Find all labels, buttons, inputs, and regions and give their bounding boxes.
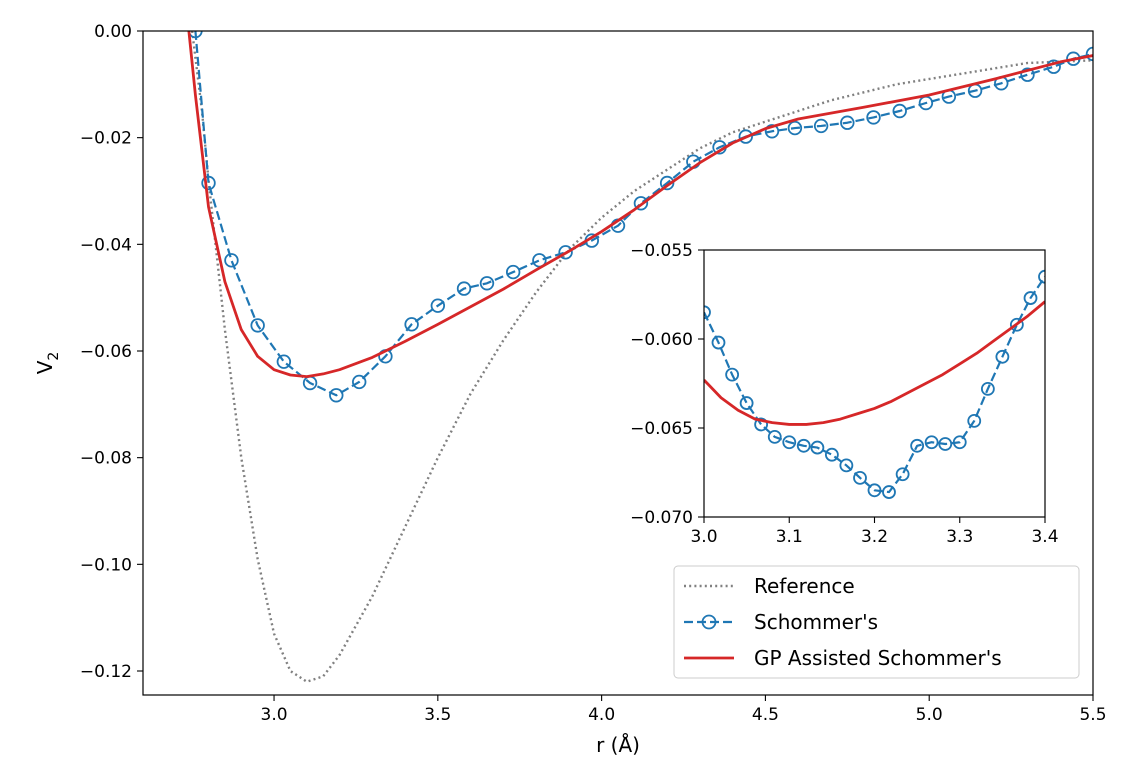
main-series-schommer-s-point (479, 276, 495, 291)
inset-ytick-label: −0.065 (630, 419, 693, 439)
x-axis-label: r (Å) (596, 733, 640, 757)
inset-series-schommer-s-point (1023, 291, 1038, 305)
inset-series-schommer-s-point (739, 396, 754, 410)
main-series-schommer-s-line (194, 31, 1093, 397)
inset-ytick-label: −0.070 (630, 508, 693, 528)
main-series-schommer-s-point (659, 175, 675, 191)
main-series-schommer-s-point (866, 110, 881, 125)
main-series-schommer-s-point (1020, 67, 1035, 82)
main-plot-area: 3.0 3.5 4.0 4.5 5.0 5.5 0.00 −0.02 −0.04 −0.06 −0.… (80, 22, 1107, 725)
inset-series-schommer-s-point (824, 447, 839, 462)
main-series-schommer-s-point (201, 175, 216, 191)
main-series-schommer-s-point (813, 118, 829, 134)
inset-series-schommer-s-point (839, 458, 854, 473)
inset-series-schommer-s-point (711, 335, 726, 350)
inset-series-schommer-s-point (725, 367, 740, 382)
main-xtick-label: 5.5 (1079, 705, 1106, 725)
main-series-schommer-s-point (250, 318, 265, 333)
legend: Reference Schommer's GP Assisted Schomme… (673, 565, 1080, 679)
inset-series-schommer-s-point (895, 467, 910, 482)
main-series-group (187, 31, 1093, 683)
inset-background (704, 250, 1045, 517)
legend-box (673, 565, 1080, 679)
inset-series-schommer-s-point (1009, 317, 1024, 332)
inset-series-schommer-s-point (704, 305, 711, 320)
y-axis-label-main: V (33, 360, 57, 374)
main-series-schommer-s-point (738, 129, 753, 144)
legend-schommers-label: Schommer's (754, 610, 878, 634)
inset-series-schommer-s-point (810, 440, 825, 455)
main-series-schommer-s-point (1046, 59, 1061, 74)
main-ytick-label: −0.04 (80, 235, 132, 255)
inset-series-schommer-s-point (1038, 269, 1045, 284)
inset-series-schommer-s-point (782, 435, 797, 450)
legend-reference-label: Reference (754, 574, 855, 598)
inset-ytick-label: −0.060 (630, 330, 693, 350)
inset-series-schommer-s-point (980, 381, 995, 396)
inset-xtick-label: 3.3 (946, 527, 973, 547)
main-xtick-label: 3.0 (261, 705, 288, 725)
inset-series-group (704, 269, 1045, 499)
main-series-schommer-s-point (764, 124, 780, 139)
inset-series-schommer-s-line (704, 276, 1045, 494)
main-series-schommer-s-point (352, 374, 367, 390)
inset-series-schommer-s-point (767, 429, 782, 444)
legend-schommers-marker (701, 614, 717, 630)
inset-series-schommer-s-point (952, 435, 967, 450)
main-xtick-label: 4.0 (588, 705, 615, 725)
main-series-schommer-s-point (633, 196, 649, 211)
y-axis-label-subscript: 2 (46, 352, 62, 361)
main-series-schommer-s-point (224, 253, 239, 268)
inset-series-schommer-s-point (967, 413, 982, 428)
main-series-schommer-s-point (840, 115, 855, 130)
main-series-schommer-s-point (456, 281, 472, 296)
inset-ytick-label: −0.055 (630, 241, 693, 261)
inset-xtick-label: 3.2 (861, 527, 888, 547)
main-ytick-label: −0.06 (80, 342, 132, 362)
inset-xtick-label: 3.0 (690, 527, 717, 547)
main-ytick-label: −0.12 (80, 662, 132, 682)
main-series-schommer-s-point (430, 298, 446, 313)
inset-series-schommer-s-point (867, 483, 882, 498)
inset-series-schommer-s-point (882, 485, 896, 499)
main-axes-frame (142, 30, 1094, 696)
main-ytick-label: 0.00 (94, 22, 132, 42)
main-ticks: 3.0 3.5 4.0 4.5 5.0 5.5 0.00 −0.02 −0.04 −0.06 −0.… (80, 22, 1107, 725)
inset-xtick-label: 3.1 (776, 527, 803, 547)
main-series-schommer-s-point (505, 264, 521, 280)
main-xtick-label: 3.5 (424, 705, 451, 725)
y-axis-label: V2 (33, 352, 62, 375)
main-series-schommer-s-point (558, 245, 573, 260)
main-xtick-label: 5.0 (916, 705, 943, 725)
legend-gp-label: GP Assisted Schommer's (754, 646, 1002, 670)
inset-series-schommer-s-point (924, 435, 939, 450)
inset-series-gp-assisted-schommer-s-line (704, 300, 1045, 426)
main-series-gp-assisted-schommer-s-line (187, 31, 1093, 379)
main-ytick-label: −0.02 (80, 129, 132, 149)
main-ytick-label: −0.08 (80, 449, 132, 469)
inset-ticks: 3.0 3.1 3.2 3.3 3.4 −0.055 −0.060 −0.065 −0.070 (630, 241, 1058, 547)
main-series-schommer-s-point (892, 103, 907, 119)
inset-series-schommer-s-point (910, 438, 925, 453)
inset-series-schommer-s-point (853, 470, 867, 485)
main-series-reference-line (190, 31, 1093, 683)
inset-xtick-label: 3.4 (1031, 527, 1058, 547)
main-series-schommer-s-point (404, 317, 419, 332)
main-series-schommer-s-point (787, 120, 803, 136)
inset-plot-area: 3.0 3.1 3.2 3.3 3.4 −0.055 −0.060 −0.065 −0.070 (630, 241, 1058, 547)
main-ytick-label: −0.10 (80, 555, 132, 575)
main-xtick-label: 4.5 (752, 705, 779, 725)
main-series-schommer-s-point (276, 354, 292, 369)
inset-series-schommer-s-point (938, 437, 953, 451)
svg-text:V2: V2 (33, 352, 62, 375)
inset-series-schommer-s-point (754, 417, 769, 432)
main-series-schommer-s-point (329, 388, 344, 403)
inset-series-schommer-s-point (995, 349, 1010, 364)
inset-series-schommer-s-point (796, 438, 811, 453)
